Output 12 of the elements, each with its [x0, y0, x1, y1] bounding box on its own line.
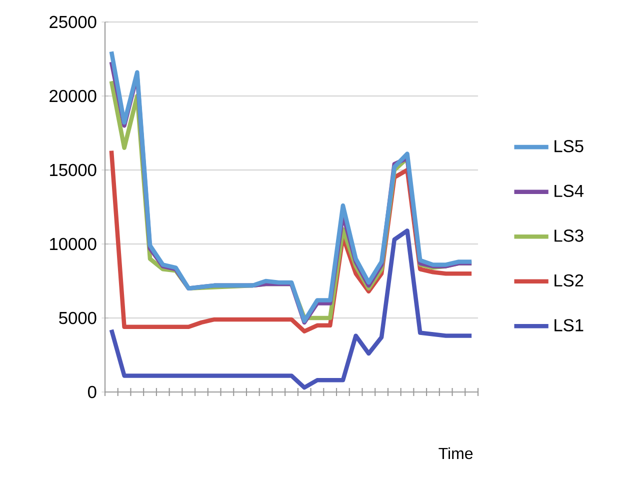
y-tick-label: 5000 [59, 312, 96, 324]
y-tick-label: 10000 [50, 238, 96, 250]
x-axis-title: Time [438, 447, 473, 460]
y-tick-label: 15000 [50, 164, 96, 176]
legend-label: LS3 [554, 230, 584, 242]
y-tick-label: 0 [88, 386, 96, 398]
y-tick-label: 25000 [50, 16, 96, 28]
legend-label: LS2 [554, 274, 584, 287]
legend-label: LS4 [554, 184, 584, 198]
legend-label: LS5 [554, 140, 584, 152]
y-tick-label: 20000 [50, 90, 96, 102]
legend-label: LS1 [554, 319, 584, 332]
